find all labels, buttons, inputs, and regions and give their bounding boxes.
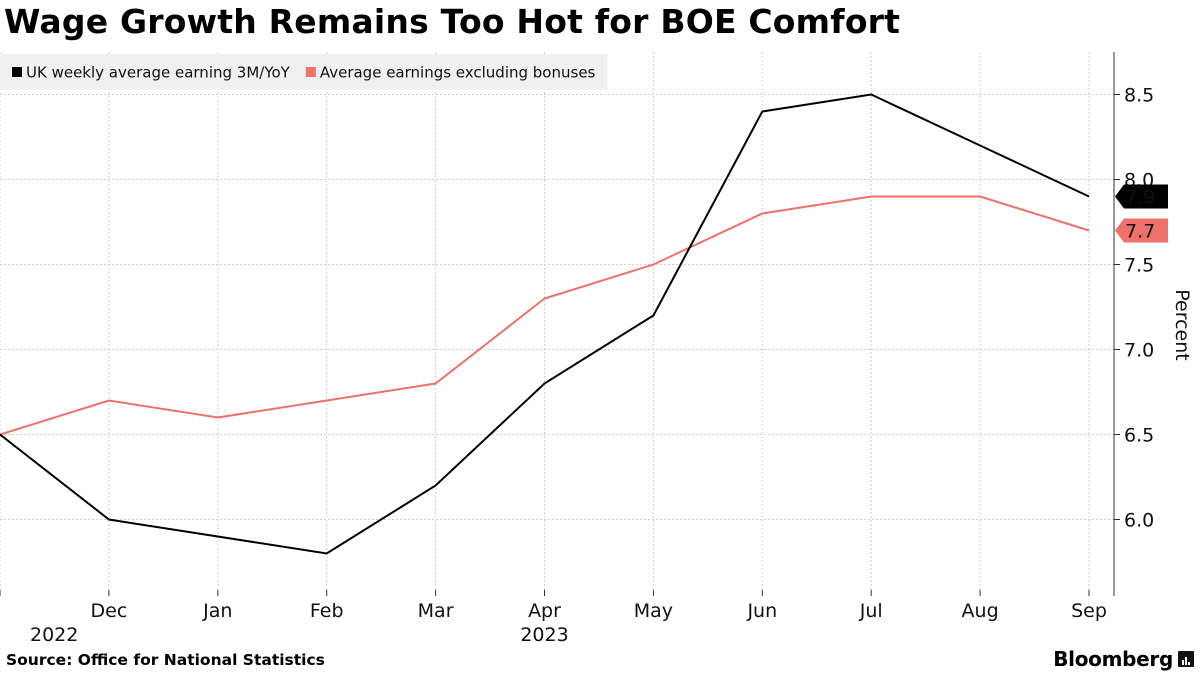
x-tick-label: Apr [528,600,561,622]
bloomberg-logo: Bloomberg [1053,647,1194,671]
legend-label: Average earnings excluding bonuses [320,64,596,82]
y-axis-label: Percent [1171,289,1193,361]
bloomberg-mark-icon [1178,651,1194,667]
x-tick-label: Feb [310,600,344,622]
brand-text: Bloomberg [1053,647,1173,671]
last-value-label: 7.9 [1125,187,1155,209]
y-tick-label: 7.0 [1124,340,1154,362]
x-year-label: 2022 [30,624,78,646]
y-tick-label: 6.0 [1124,510,1154,532]
x-tick-label: Sep [1071,600,1107,622]
legend-label: UK weekly average earning 3M/YoY [26,64,291,82]
series-line [0,93,1090,555]
x-tick-label: Jan [202,600,232,622]
y-tick-label: 6.5 [1124,425,1154,447]
y-tick-label: 8.5 [1124,85,1154,107]
x-tick-label: May [634,600,673,622]
chart-title: Wage Growth Remains Too Hot for BOE Comf… [4,2,901,41]
x-tick-label: Jun [746,600,777,622]
x-year-label: 2023 [520,624,568,646]
value-tags: 7.9 7.7 [1115,184,1168,243]
last-value-label: 7.7 [1125,221,1155,243]
y-tick-label: 7.5 [1124,255,1154,277]
legend-swatch [12,67,22,77]
x-tick-label: Jul [859,600,883,622]
legend-box [0,54,608,90]
x-tick-label: Mar [418,600,454,622]
x-tick-label: Dec [91,600,128,622]
series-line [0,195,1090,436]
series-layer [0,93,1090,555]
legend-swatch [305,67,316,77]
last-value-tag [1115,184,1168,209]
x-tick-label: Aug [962,600,999,622]
source-note: Source: Office for National Statistics [6,651,325,669]
last-value-tag [1115,218,1168,243]
grid-layer [0,52,1114,596]
legend: UK weekly average earning 3M/YoY Average … [0,54,608,90]
